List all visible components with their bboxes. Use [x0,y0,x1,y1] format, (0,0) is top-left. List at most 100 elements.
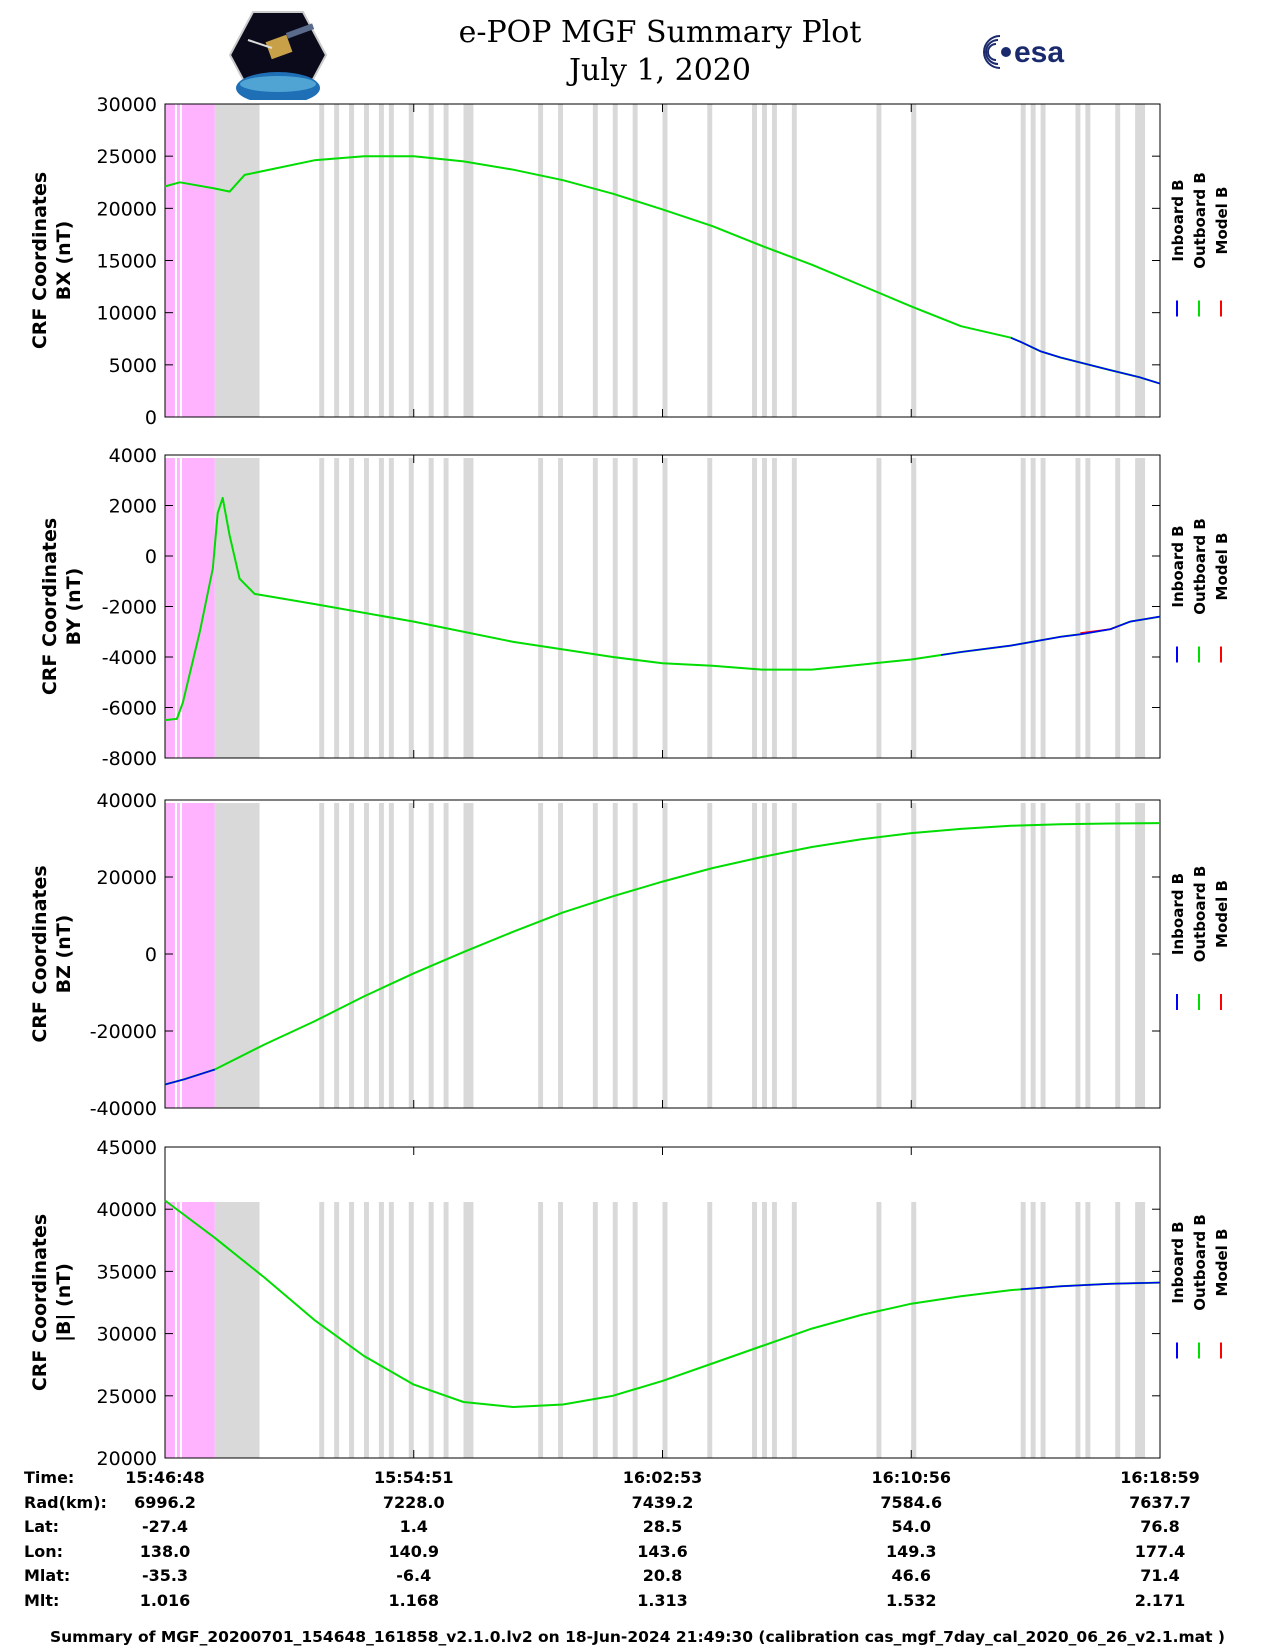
gray-shade-stripe [662,1202,668,1458]
gray-shade-stripe [1040,803,1046,1108]
info-value: 71.4 [1140,1566,1180,1585]
y-tick-label: 0 [145,407,157,429]
gray-shade-stripe [1135,104,1146,417]
pink-gap [179,803,182,1108]
gray-shade-stripe [408,1202,414,1458]
gray-shade-stripe [558,803,563,1108]
plot-title: e-POP MGF Summary Plot [458,15,862,50]
gray-shade-stripe [428,104,434,417]
gray-shade-stripe [538,104,544,417]
legend-label: Model B [1213,187,1231,255]
y-axis-label: CRF Coordinates [29,1214,51,1391]
gray-shade-stripe [1135,803,1146,1108]
y-axis-label: |B| (nT) [53,1263,75,1342]
gray-shade-stripe [632,803,638,1108]
gray-shade-stripe [662,803,668,1108]
gray-shade-stripe [762,803,767,1108]
series-line-inboard-b [1020,1281,1161,1291]
gray-shade-stripe [1040,104,1046,417]
pink-gap [174,104,177,417]
y-tick-label: 2000 [109,496,157,518]
gray-shade-stripe [1030,458,1036,758]
y-tick-label: 25000 [97,146,157,168]
gray-shade-stripe [592,104,598,417]
series-line-outboard-b [164,822,1161,1086]
info-row-label: Lat: [24,1517,60,1536]
title-block: e-POP MGF Summary Plot July 1, 2020 [380,14,940,90]
pink-gap [174,458,177,758]
gray-shade-stripe [1075,1202,1081,1458]
gray-shade-stripe [463,458,474,758]
gray-shade-stripe [388,458,394,758]
legend-label: Inboard B [1169,525,1187,607]
gray-shade-stripe [791,803,797,1108]
legend-label: Inboard B [1169,873,1187,955]
gray-shade-stripe [592,803,598,1108]
gray-shade-stripe [1115,803,1121,1108]
gray-shade-stripe [558,104,563,417]
info-value: 16:10:56 [871,1468,952,1487]
gray-shade-stripe [443,803,449,1108]
info-row: Rad(km): 6996.2 7228.0 7439.2 7584.6 7637.7 [0,1493,1275,1517]
gray-shade-stripe [364,458,369,758]
info-value: 140.9 [388,1541,440,1561]
y-tick-label: 0 [145,944,157,966]
info-row-label: Time: [24,1468,75,1487]
info-row-label: Lon: [24,1541,63,1561]
series-line-outboard-b [164,1199,1161,1408]
y-tick-label: 10000 [97,303,157,325]
y-tick-label: 15000 [97,251,157,273]
y-tick-label: -8000 [102,748,157,770]
info-value: 143.6 [637,1541,688,1561]
legend-label: Outboard B [1191,518,1209,615]
gray-shade-stripe [378,1202,384,1458]
gray-shade-stripe [771,1202,777,1458]
gray-shade-stripe [707,803,713,1108]
info-value: 6996.2 [134,1492,196,1512]
y-axis-label: BZ (nT) [53,915,75,994]
y-axis-label: CRF Coordinates [29,865,51,1042]
esa-logo-text: esa [1014,36,1064,69]
pink-shade-region [165,104,215,417]
gray-shade-stripe [378,458,384,758]
gray-shade-stripe [771,803,777,1108]
info-value: 149.3 [885,1541,937,1561]
legend-label: Outboard B [1191,172,1209,269]
gray-shade-stripe [911,458,917,758]
info-row: Time: 15:46:48 15:54:51 16:02:53 16:10:56 16:… [0,1468,1275,1492]
y-axis-label: BY (nT) [63,568,85,646]
panel-by: -8000 -6000 -4000 -2000 0 2000 4000 CRF Coordin… [39,445,1231,770]
gray-shade-stripe [762,458,767,758]
pink-gap [179,458,182,758]
y-tick-label: -40000 [90,1098,157,1120]
gray-shade-stripe [752,458,758,758]
gray-shade-stripe [463,803,474,1108]
gray-shade-stripe [408,458,414,758]
gray-shade-stripe [349,1202,355,1458]
gray-shade-stripe [612,458,618,758]
gray-shade-stripe [876,1202,882,1458]
info-value: 46.6 [891,1566,931,1585]
gray-shade-stripe [791,458,797,758]
gray-shade-stripe [1020,1202,1026,1458]
gray-shade-stripe [443,104,449,417]
y-tick-label: -4000 [102,647,157,669]
gray-shade-stripe [319,803,325,1108]
info-value: 7228.0 [382,1492,445,1512]
gray-shade-stripe [911,803,917,1108]
gray-shade-region [214,1202,260,1458]
gray-shade-stripe [1135,1202,1146,1458]
y-tick-label: 30000 [97,94,157,116]
pink-gap [174,803,177,1108]
y-tick-label: 30000 [97,1324,157,1346]
gray-shade-stripe [876,104,882,417]
gray-shade-stripe [408,803,414,1108]
gray-shade-stripe [538,458,544,758]
gray-shade-stripe [1085,1202,1091,1458]
gray-shade-stripe [388,104,394,417]
y-axis-label: CRF Coordinates [39,518,61,695]
y-tick-label: -20000 [90,1021,157,1043]
info-row: Lon: 138.0 140.9 143.6 149.3 177.4 [0,1542,1275,1566]
info-value: 138.0 [139,1541,191,1561]
gray-shade-stripe [463,1202,474,1458]
